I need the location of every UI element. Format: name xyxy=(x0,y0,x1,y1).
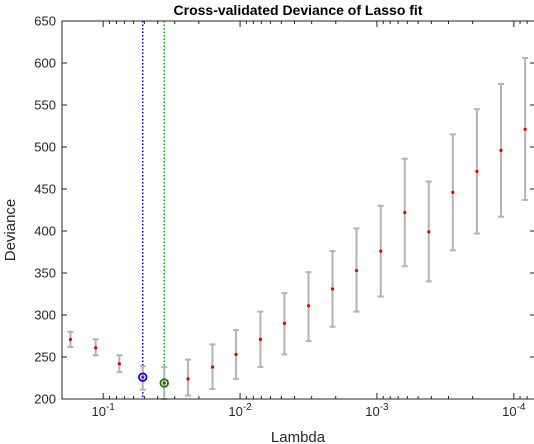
y-tick-label: 650 xyxy=(34,14,56,29)
data-point xyxy=(306,304,311,308)
x-axis-label: Lambda xyxy=(271,429,326,444)
data-point xyxy=(403,210,407,215)
data-point xyxy=(258,337,263,341)
chart-title: Cross-validated Deviance of Lasso fit xyxy=(174,2,423,18)
data-point xyxy=(141,375,145,379)
reference-circle xyxy=(138,372,148,382)
x-tick-label: 10-4 xyxy=(502,402,526,419)
y-tick-label: 400 xyxy=(34,224,56,239)
data-point xyxy=(499,148,503,152)
data-point xyxy=(117,362,121,366)
data-point xyxy=(68,337,73,341)
y-tick-label: 600 xyxy=(34,56,56,71)
data-point xyxy=(234,352,238,357)
y-axis-label: Deviance xyxy=(2,199,19,262)
data-point xyxy=(379,249,383,253)
x-tick-label: 10-3 xyxy=(365,402,389,419)
x-tick-label: 10-1 xyxy=(92,402,116,419)
data-point xyxy=(94,346,98,350)
y-tick-label: 450 xyxy=(34,182,56,197)
data-point xyxy=(282,321,287,325)
reference-circle xyxy=(159,378,169,388)
data-point xyxy=(186,377,190,381)
y-tick-label: 300 xyxy=(34,308,56,323)
data-point xyxy=(451,190,455,194)
data-point xyxy=(330,287,335,291)
y-tick-label: 500 xyxy=(34,140,56,155)
data-point xyxy=(427,230,431,234)
plot-area xyxy=(61,20,534,400)
data-point xyxy=(523,127,527,131)
y-tick-label: 550 xyxy=(34,98,56,113)
x-tick-label: 10-2 xyxy=(228,402,252,419)
plot-frame xyxy=(61,20,534,400)
y-tick-label: 250 xyxy=(34,350,56,365)
data-point xyxy=(210,365,215,369)
y-tick-label: 200 xyxy=(34,392,56,407)
y-tick-label: 350 xyxy=(34,266,56,281)
data-point xyxy=(354,268,359,273)
data-point xyxy=(475,169,479,173)
data-point xyxy=(162,381,166,385)
